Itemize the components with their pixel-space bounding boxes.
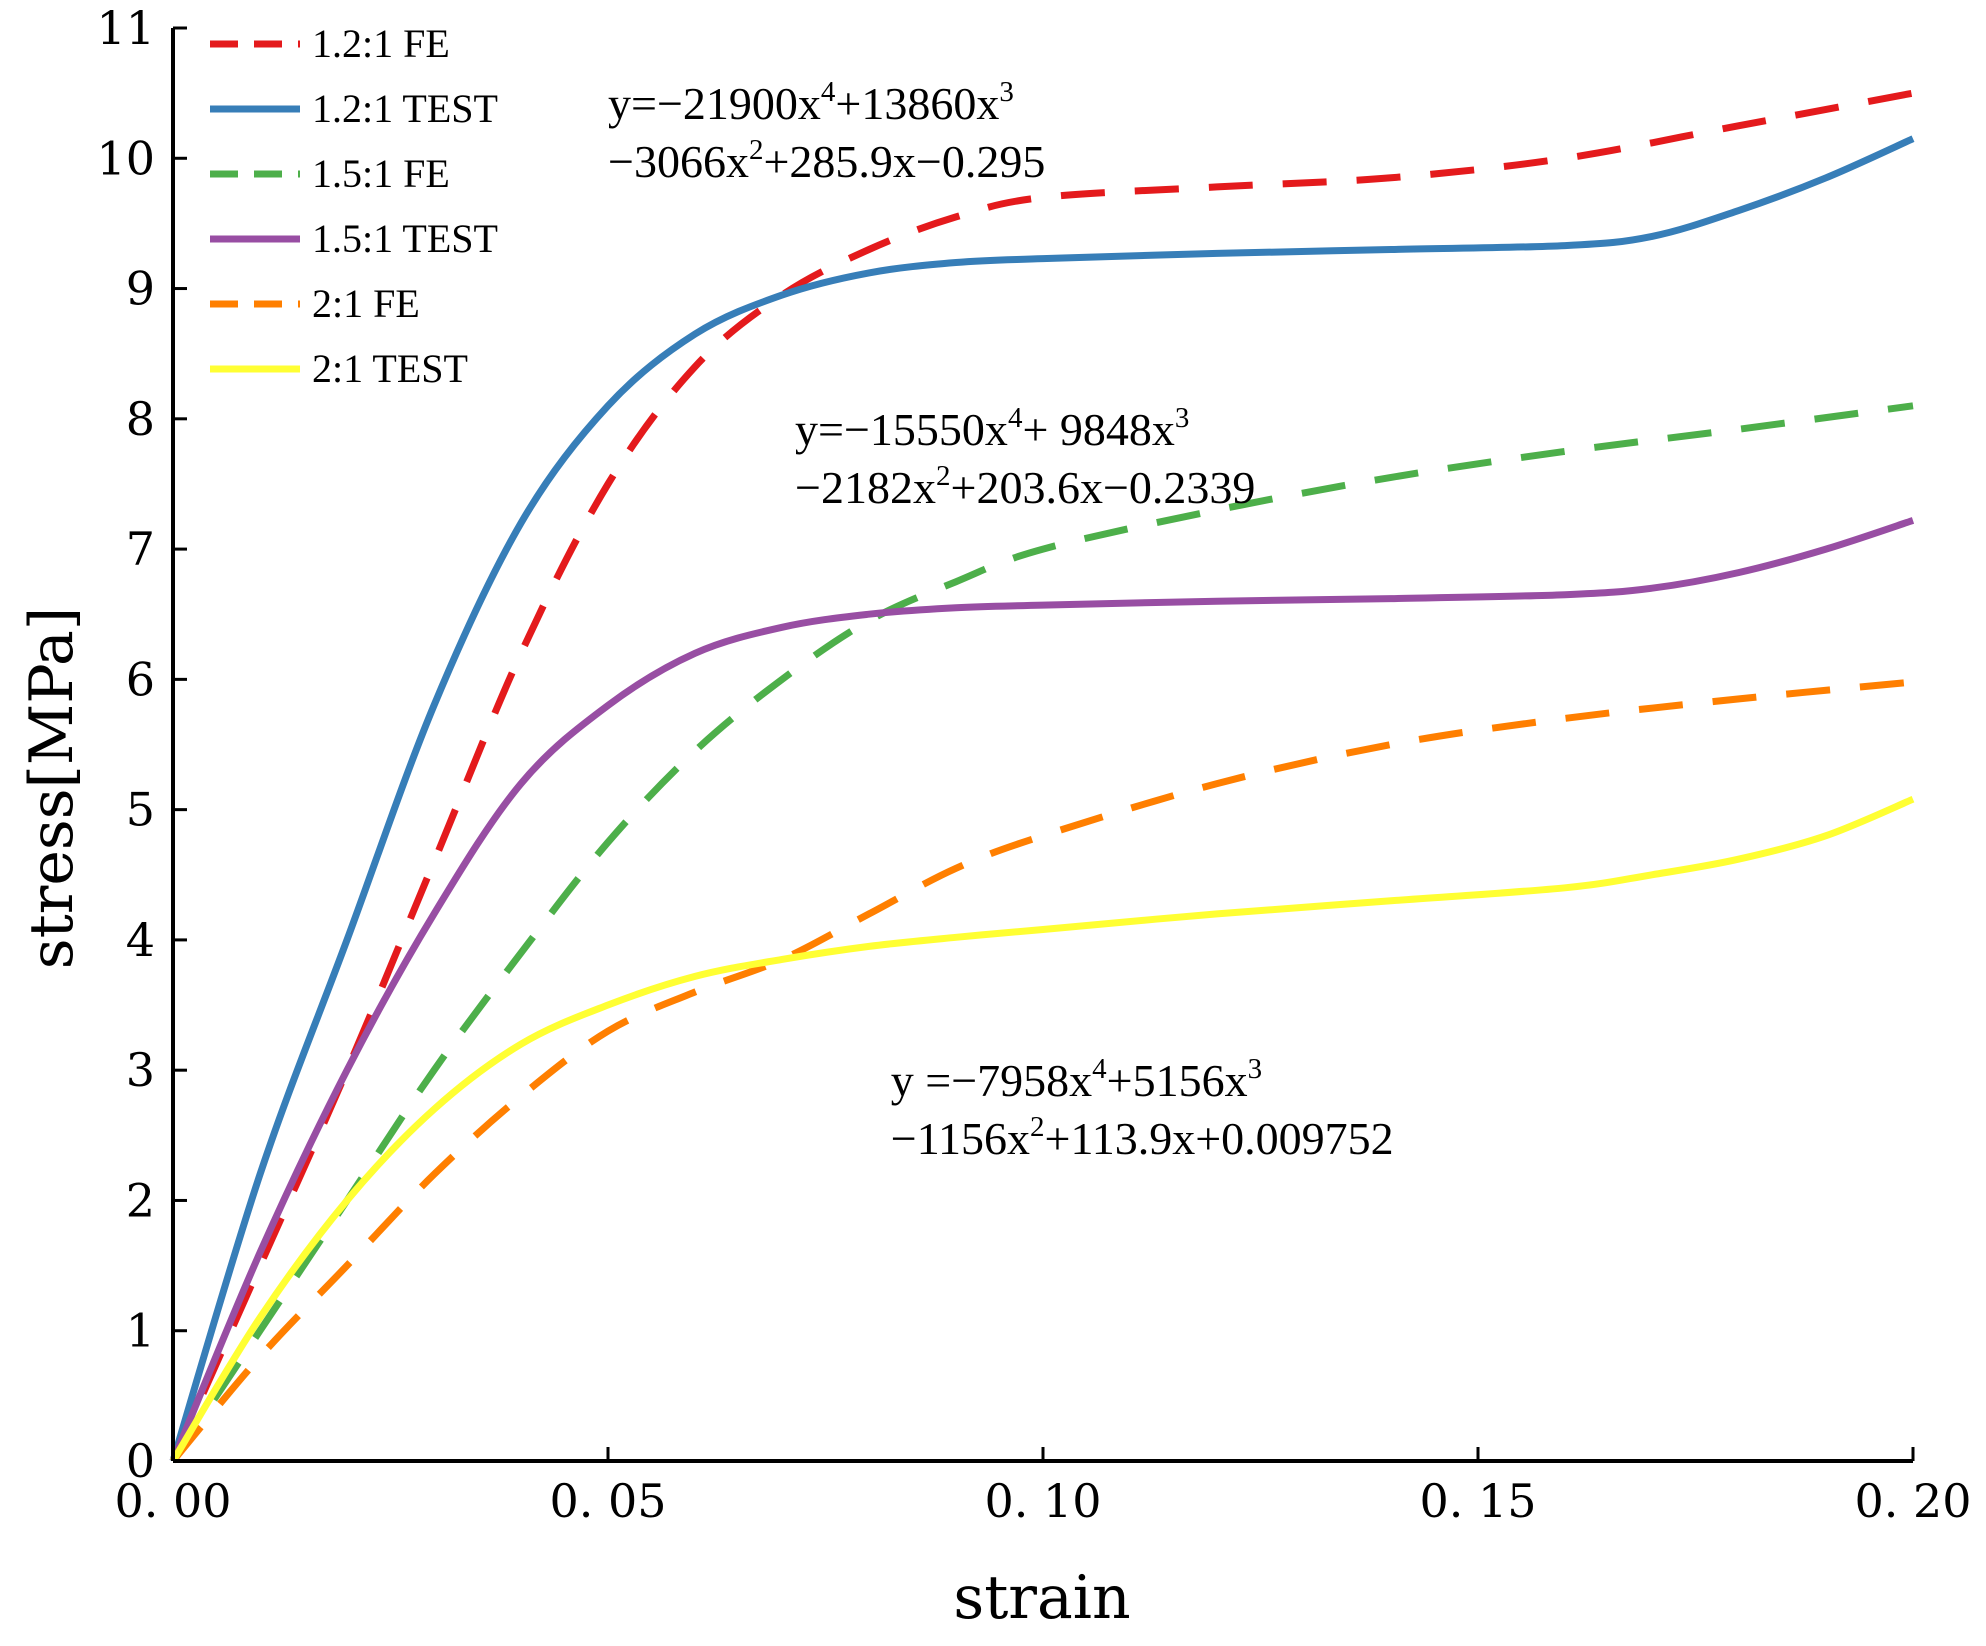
series-line-1-2-1-test	[169, 135, 1915, 1463]
x-tick-label: 0. 10	[984, 1474, 1101, 1528]
y-tick-label: 11	[96, 1, 155, 55]
axes: 0 1 2 3 4 5 6 7 8 9 10 11 0. 00 0. 05 0. 10 0. 15 0. 20	[96, 1, 1971, 1528]
y-tick-label: 5	[126, 783, 155, 837]
legend-label-2-1-fe: 2:1 FE	[312, 281, 420, 326]
y-tick-label: 1	[126, 1304, 155, 1358]
x-tick-label: 0. 05	[549, 1474, 666, 1528]
y-tick-label: 7	[126, 522, 155, 576]
legend-label-1-5-1-test: 1.5:1 TEST	[312, 216, 498, 261]
x-tick-label: 0. 20	[1854, 1474, 1971, 1528]
series-line-1-5-1-fe	[170, 402, 1914, 1463]
legend-label-1-5-1-fe: 1.5:1 FE	[312, 151, 450, 196]
equation-line: −2182x2​+203.6x−0.2339	[795, 460, 1255, 513]
y-tick-label: 3	[126, 1043, 155, 1097]
x-tick-label: 0. 00	[114, 1474, 231, 1528]
y-axis-title: stress[MPa]	[17, 607, 87, 969]
y-tick-label: 0	[126, 1434, 155, 1488]
y-tick-label: 10	[96, 131, 155, 185]
equation-line: −3066x2​+285.9x−0.295	[608, 134, 1045, 187]
series-line-2-1-fe	[170, 678, 1914, 1464]
y-tick-label: 4	[126, 913, 155, 967]
plot-lines	[169, 89, 1915, 1464]
legend-label-1-2-1-test: 1.2:1 TEST	[312, 86, 498, 131]
equation-line: y =−7958x4​+5156x3​	[891, 1053, 1262, 1106]
equation-line: −1156x2​+113.9x+0.009752	[891, 1111, 1394, 1164]
legend: 1.2:1 FE 1.2:1 TEST 1.5:1 FE 1.5:1 TEST 2:1 …	[210, 21, 498, 391]
equation-annotations: y=−21900x4​+13860x3​−3066x2​+285.9x−0.29…	[608, 76, 1394, 1164]
series-line-1-5-1-test	[169, 517, 1915, 1463]
y-tick-label: 9	[126, 262, 155, 316]
x-tick-label: 0. 15	[1419, 1474, 1536, 1528]
x-axis-title: strain	[953, 1563, 1130, 1633]
legend-label-1-2-1-fe: 1.2:1 FE	[312, 21, 450, 66]
legend-label-2-1-test: 2:1 TEST	[312, 346, 468, 391]
equation-line: y=−21900x4​+13860x3​	[608, 76, 1014, 129]
y-tick-label: 8	[126, 392, 155, 446]
series-line-2-1-test	[170, 795, 1915, 1463]
y-tick-label: 2	[126, 1173, 155, 1227]
series-line-1-2-1-fe	[169, 89, 1914, 1463]
equation-line: y=−15550x4​+ 9848x3​	[795, 402, 1189, 455]
y-tick-label: 6	[126, 652, 155, 706]
